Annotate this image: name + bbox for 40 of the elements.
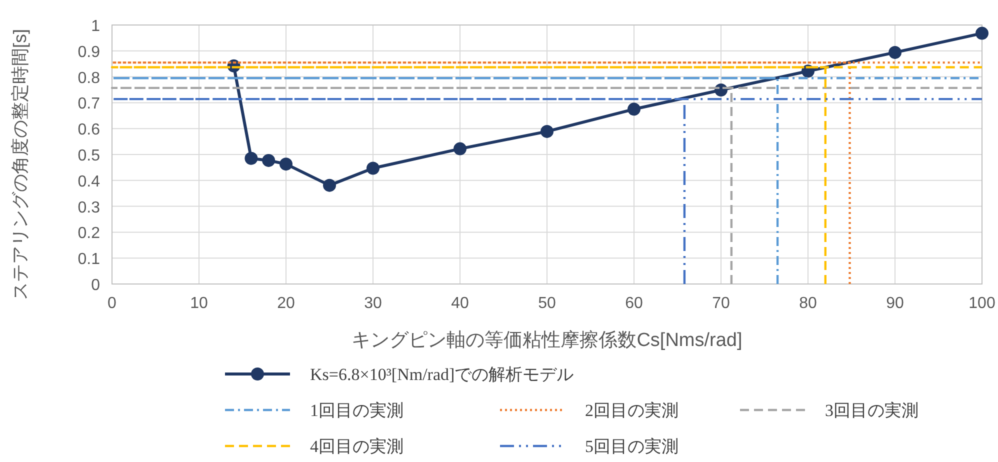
x-tick-label: 70: [712, 295, 730, 312]
x-tick-label: 0: [108, 295, 117, 312]
x-tick-label: 20: [277, 295, 295, 312]
point: [366, 162, 380, 175]
x-axis-title: キングピン軸の等価粘性摩擦係数Cs[Nms/rad]: [352, 329, 742, 351]
point: [244, 152, 258, 165]
x-tick-label: 10: [190, 295, 208, 312]
x-tick-label: 30: [364, 295, 382, 312]
x-tick-label: 50: [538, 295, 556, 312]
point: [888, 46, 902, 59]
point: [540, 124, 554, 138]
legend-label: 4回目の実測: [310, 437, 404, 456]
legend-label: 2回目の実測: [585, 401, 678, 420]
x-tick-label: 60: [625, 295, 643, 312]
point: [280, 158, 292, 171]
legend-label: Ks=6.8×10³[Nm/rad]での解析モデル: [310, 365, 574, 384]
y-tick-label: 0.1: [78, 251, 100, 268]
point: [262, 154, 276, 167]
y-tick-label: 0.3: [78, 199, 100, 216]
y-tick-label: 0.2: [78, 225, 100, 242]
y-tick-label: 0.5: [78, 148, 100, 164]
x-tick-label: 90: [886, 295, 904, 312]
point: [454, 142, 466, 156]
point: [323, 178, 336, 192]
y-tick-label: 0.6: [78, 122, 100, 139]
y-axis-title: ステアリングの角度の整定時間[s]: [10, 28, 30, 300]
point: [976, 26, 988, 40]
x-tick-label: 100: [968, 295, 996, 312]
legend-label: 3回目の実測: [825, 401, 918, 420]
y-tick-label: 0.9: [78, 44, 100, 61]
x-tick-label: 40: [451, 295, 469, 312]
y-tick-label: 0.7: [78, 96, 100, 113]
point: [628, 102, 640, 116]
y-tick-label: 0: [91, 277, 100, 294]
y-tick-label: 0.4: [78, 173, 100, 190]
legend-label: 5回目の実測: [585, 437, 678, 456]
y-tick-label: 1: [91, 18, 100, 35]
x-tick-label: 80: [799, 295, 817, 312]
legend-label: 1回目の実測: [310, 401, 404, 420]
y-tick-label: 0.8: [78, 70, 100, 87]
